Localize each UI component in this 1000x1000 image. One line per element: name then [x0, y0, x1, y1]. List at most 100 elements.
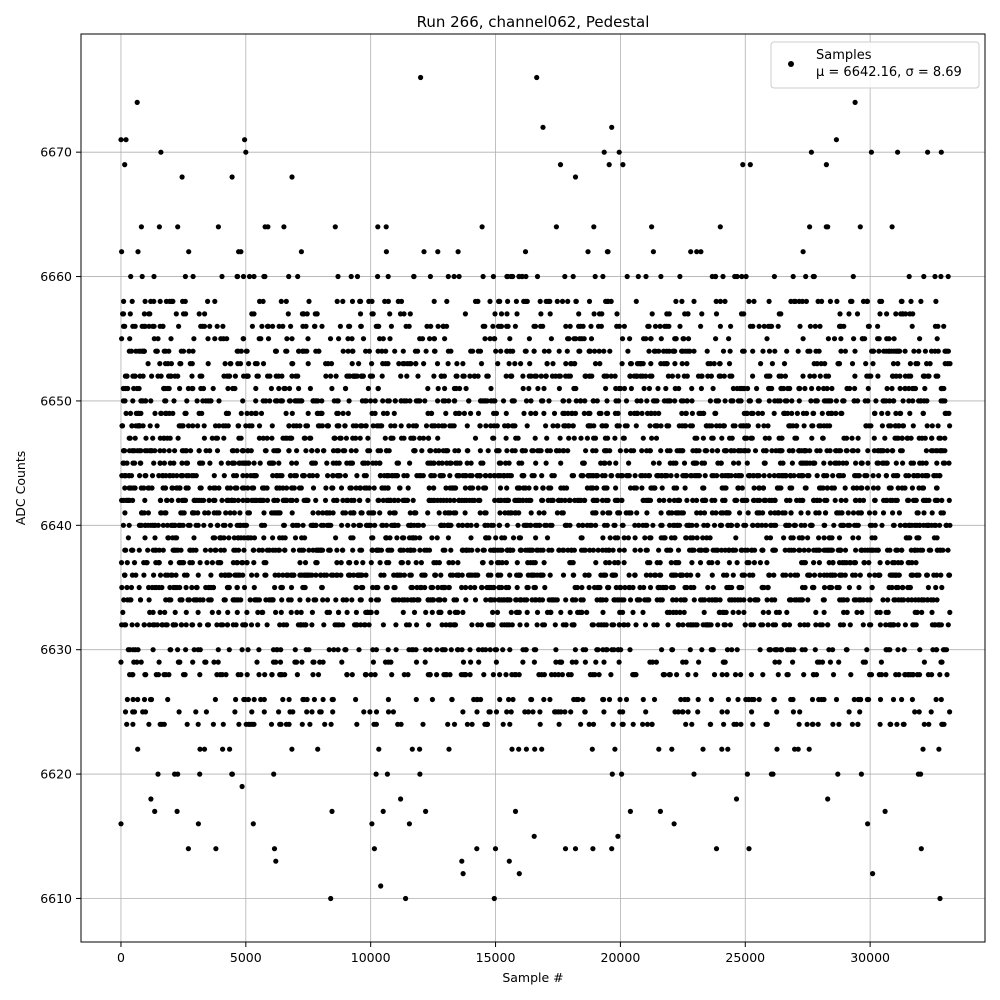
- data-point: [655, 385, 661, 392]
- data-point: [813, 609, 819, 616]
- data-point: [570, 273, 576, 280]
- data-point: [455, 647, 461, 653]
- data-point: [300, 473, 306, 479]
- data-point: [460, 659, 467, 665]
- data-point: [148, 398, 154, 404]
- data-point: [472, 597, 479, 603]
- data-point: [299, 535, 305, 541]
- data-point: [385, 485, 391, 491]
- data-point: [569, 659, 575, 665]
- data-point: [713, 398, 719, 404]
- data-point: [327, 336, 334, 342]
- data-point: [733, 497, 739, 503]
- data-point: [917, 336, 923, 342]
- data-point: [451, 398, 457, 404]
- data-point: [942, 435, 948, 441]
- data-point: [824, 385, 830, 392]
- data-point: [364, 522, 370, 528]
- data-point: [193, 709, 199, 715]
- data-point: [369, 410, 375, 416]
- data-point: [124, 696, 130, 703]
- data-point: [612, 746, 618, 752]
- data-point: [464, 448, 470, 454]
- data-point: [466, 398, 472, 404]
- data-point: [257, 460, 263, 466]
- data-point: [248, 410, 254, 416]
- data-point: [865, 460, 871, 466]
- data-point: [150, 647, 156, 653]
- data-point: [605, 435, 611, 441]
- data-point: [657, 572, 663, 578]
- data-point: [409, 746, 415, 752]
- data-point: [210, 385, 216, 392]
- data-point: [423, 348, 429, 354]
- data-point: [879, 522, 885, 528]
- data-point: [338, 572, 344, 578]
- data-point: [765, 584, 771, 591]
- data-point: [315, 746, 321, 752]
- data-point: [833, 410, 839, 416]
- data-point: [185, 522, 191, 528]
- data-point: [879, 298, 885, 304]
- data-point: [514, 572, 520, 578]
- data-point: [294, 497, 300, 503]
- data-point: [928, 547, 934, 553]
- data-point: [380, 398, 386, 404]
- data-point: [857, 709, 863, 715]
- data-point: [427, 672, 433, 678]
- data-point: [284, 336, 290, 342]
- data-point: [593, 659, 599, 665]
- data-point: [936, 435, 942, 441]
- data-point: [920, 746, 926, 752]
- data-point: [422, 398, 428, 404]
- data-point: [696, 659, 702, 665]
- data-point: [633, 485, 640, 491]
- data-point: [940, 448, 946, 454]
- data-point: [388, 659, 394, 665]
- data-point: [212, 298, 218, 304]
- data-point: [685, 672, 691, 678]
- data-point: [504, 273, 510, 280]
- data-point: [348, 535, 354, 541]
- data-point: [294, 609, 300, 616]
- data-point: [872, 535, 878, 541]
- data-point: [220, 622, 226, 628]
- data-point: [410, 435, 416, 441]
- data-point: [539, 672, 545, 678]
- data-point: [119, 336, 125, 342]
- data-point: [474, 473, 481, 479]
- data-point: [905, 560, 911, 566]
- data-point: [405, 485, 411, 491]
- data-point: [635, 273, 641, 280]
- data-point: [262, 273, 268, 280]
- data-point: [427, 647, 433, 653]
- data-point: [463, 385, 469, 392]
- data-point: [880, 597, 886, 603]
- data-point: [678, 597, 684, 603]
- data-point: [713, 510, 719, 516]
- data-point: [504, 709, 510, 715]
- data-point: [893, 460, 899, 466]
- data-point: [292, 647, 298, 653]
- data-point: [483, 423, 489, 429]
- data-point: [649, 311, 655, 317]
- data-point: [478, 622, 484, 628]
- data-point: [236, 721, 242, 727]
- data-point: [518, 361, 524, 367]
- data-point: [938, 398, 944, 404]
- data-point: [591, 423, 597, 429]
- data-point: [152, 584, 158, 591]
- data-point: [798, 510, 804, 516]
- data-point: [155, 373, 161, 379]
- data-point: [157, 298, 163, 304]
- data-point: [741, 609, 747, 616]
- data-point: [135, 746, 141, 752]
- data-point: [592, 435, 599, 441]
- data-point: [658, 336, 664, 342]
- data-point: [240, 273, 247, 280]
- data-point: [124, 560, 130, 566]
- data-point: [543, 423, 549, 429]
- data-point: [696, 410, 702, 416]
- data-point: [587, 672, 594, 678]
- data-point: [814, 547, 820, 553]
